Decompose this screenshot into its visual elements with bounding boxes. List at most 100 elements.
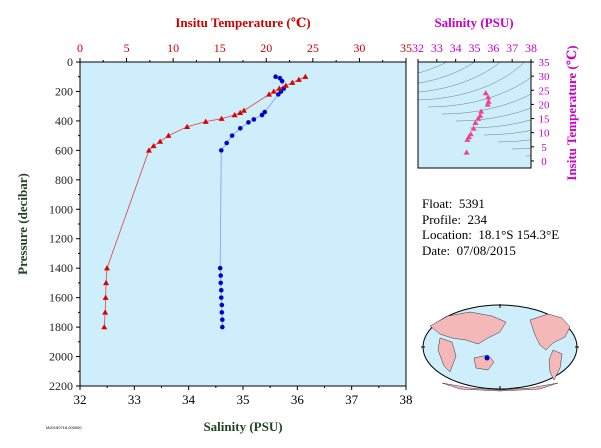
sal-tick-label: 37 (345, 392, 359, 407)
ts-point (464, 136, 471, 142)
pres-tick-label: 2200 (49, 379, 73, 393)
temperature-point (237, 109, 244, 116)
ts-plot-area (418, 62, 531, 168)
ts-contour-line (441, 93, 531, 115)
pres-tick-label: 200 (55, 84, 73, 98)
temp-tick-label: 5 (124, 41, 130, 55)
pressure-axis-label: Pressure (decibar) (15, 173, 30, 275)
salinity-point (218, 273, 224, 278)
map-land-africa (437, 337, 457, 373)
temp-tick-label: 30 (353, 41, 365, 55)
pres-tick-label: 0 (67, 55, 73, 69)
float-info: Float: 5391 Profile: 234 Location: 18.1°… (422, 196, 559, 258)
date-row: Date: 07/08/2015 (422, 243, 559, 259)
ts-ticks-layer: 32 33 34 35 36 37 38 0 5 10 15 20 25 30 35 (412, 41, 550, 168)
ts-point (482, 90, 489, 96)
temp-tick-label: 25 (307, 41, 319, 55)
location-value: 18.1°S 154.3°E (478, 227, 560, 242)
temperature-point (104, 265, 111, 271)
salinity-point (224, 140, 229, 146)
ts-contour-line (483, 130, 531, 136)
profile-row: Profile: 234 (422, 212, 559, 228)
ts-temp-tick-label: 20 (539, 99, 551, 111)
ts-point (485, 94, 492, 100)
ts-sal-tick-label: 33 (431, 41, 443, 55)
pres-tick-label: 2000 (49, 350, 73, 364)
pres-tick-label: 1200 (49, 232, 73, 246)
pres-tick-label: 800 (55, 173, 73, 187)
salinity-point (262, 109, 268, 115)
footer-text: M20150718.000000 (46, 425, 82, 430)
temp-tick-label: 10 (167, 41, 179, 55)
salinity-point (218, 148, 224, 153)
salinity-point (219, 302, 225, 308)
salinity-point (251, 117, 257, 122)
salinity-point (219, 310, 225, 315)
float-location-marker (484, 355, 490, 361)
ts-contour-line (469, 119, 531, 129)
map-land-north-america (529, 313, 571, 351)
pres-tick-label: 400 (55, 114, 73, 128)
ts-point (478, 108, 485, 114)
main-ticks-layer: 0 5 10 15 20 25 30 35 32 33 34 35 36 37 38 0 200 400 600 80… (49, 41, 413, 407)
salinity-point (237, 125, 243, 131)
salinity-point (229, 133, 235, 138)
salinity-point (218, 295, 224, 300)
main-series-layer (101, 73, 309, 330)
ts-temp-tick-label: 25 (539, 85, 551, 97)
profile-label: Profile: (422, 211, 461, 227)
temperature-point (240, 107, 247, 113)
ts-temp-tick-label: 0 (541, 156, 547, 168)
ts-sal-tick-label: 32 (412, 41, 424, 55)
temperature-point (218, 115, 225, 121)
sal-tick-label: 32 (74, 392, 87, 407)
ts-temp-tick-label: 10 (539, 128, 551, 140)
temperature-point (266, 91, 273, 97)
sal-tick-label: 33 (128, 392, 141, 407)
temperature-axis-label: Insitu Temperature (℃) (175, 15, 310, 30)
float-value: 5391 (458, 196, 485, 211)
ts-contour-line (418, 62, 476, 84)
sal-tick-label: 38 (400, 392, 413, 407)
salinity-point (273, 74, 278, 80)
salinity-point (276, 92, 281, 97)
temperature-point (150, 142, 157, 149)
ts-temp-tick-label: 5 (541, 142, 547, 154)
temperature-point (282, 82, 289, 88)
ts-sal-tick-label: 37 (506, 41, 518, 55)
temperature-point (103, 279, 110, 286)
temperature-point (102, 294, 109, 300)
salinity-point (220, 317, 225, 323)
map-graticule (421, 304, 579, 390)
temperature-point (101, 324, 108, 330)
ts-plot: 32 33 34 35 36 37 38 0 5 10 15 20 25 30 35 Salinity (P… (412, 15, 579, 181)
temp-tick-label: 15 (214, 41, 226, 55)
ts-contour-line (427, 77, 531, 108)
pres-tick-label: 1600 (49, 291, 73, 305)
date-value: 07/08/2015 (456, 242, 516, 258)
temperature-point (231, 112, 238, 118)
float-row: Float: 5391 (422, 196, 559, 212)
sal-tick-label: 36 (291, 392, 305, 407)
temp-tick-label: 0 (77, 41, 83, 55)
ts-point (470, 125, 477, 131)
pres-tick-label: 1000 (49, 202, 73, 216)
world-map (421, 304, 579, 392)
pres-tick-label: 1400 (49, 261, 73, 275)
location-row: Location: 18.1°S 154.3°E (422, 227, 559, 243)
ts-point (475, 115, 482, 121)
temperature-point (295, 76, 302, 82)
location-label: Location: (422, 227, 472, 242)
ts-point (484, 101, 491, 107)
temperature-point (157, 138, 164, 144)
salinity-point (218, 287, 224, 293)
salinity-point (220, 324, 225, 330)
ts-contour-group (418, 62, 531, 157)
temperature-point (145, 147, 152, 153)
salinity-point (218, 280, 224, 286)
float-label: Float: (422, 196, 453, 211)
ts-point (472, 119, 479, 125)
map-land-eurasia (429, 311, 507, 345)
ts-temperature-axis-label: Insitu Temperature (℃) (564, 45, 579, 180)
